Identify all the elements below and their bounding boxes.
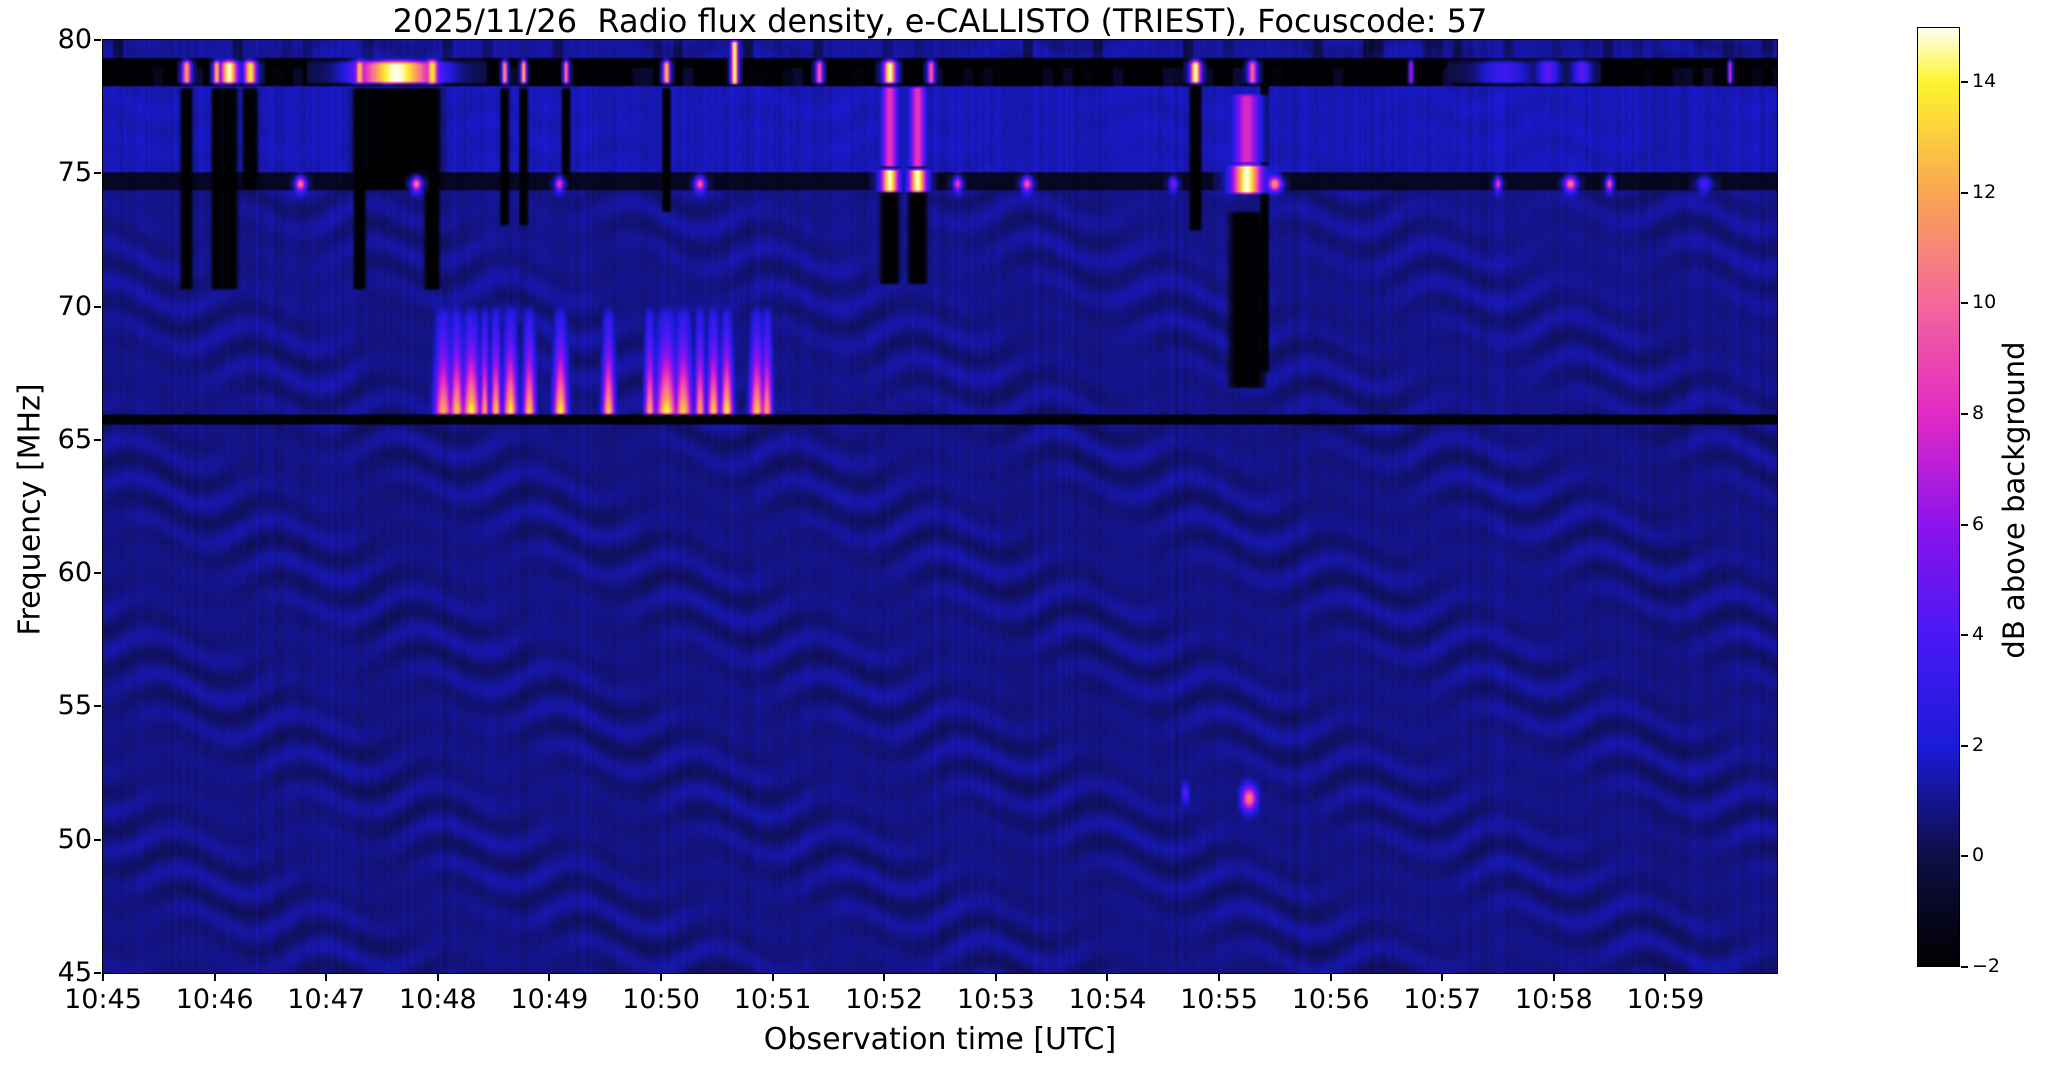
x-tick-label: 10:49 bbox=[510, 984, 589, 1015]
x-tick-label: 10:50 bbox=[622, 984, 700, 1015]
colorbar bbox=[1917, 27, 1960, 967]
x-axis-label: Observation time [UTC] bbox=[763, 1022, 1117, 1057]
colorbar-gradient bbox=[1918, 28, 1959, 966]
y-tick-label: 45 bbox=[57, 957, 92, 988]
x-tick-mark bbox=[1664, 974, 1667, 981]
colorbar-tick-label: 2 bbox=[1972, 733, 1985, 756]
colorbar-tick-label: 8 bbox=[1972, 402, 1985, 425]
y-tick-mark bbox=[94, 438, 101, 441]
x-tick-label: 10:59 bbox=[1626, 984, 1705, 1015]
x-tick-label: 10:45 bbox=[64, 984, 142, 1015]
y-tick-mark bbox=[94, 705, 101, 708]
colorbar-tick-mark bbox=[1961, 744, 1968, 747]
x-tick-mark bbox=[1106, 974, 1109, 981]
colorbar-tick-mark bbox=[1961, 191, 1968, 194]
x-tick-label: 10:53 bbox=[956, 984, 1035, 1015]
x-tick-label: 10:56 bbox=[1291, 984, 1370, 1015]
y-tick-label: 75 bbox=[57, 157, 92, 189]
x-tick-mark bbox=[883, 974, 886, 981]
x-tick-mark bbox=[994, 974, 997, 981]
x-tick-mark bbox=[660, 974, 662, 981]
x-tick-mark bbox=[1552, 974, 1555, 981]
x-tick-mark bbox=[213, 974, 216, 981]
chart-title: 2025/11/26 Radio flux density, e-CALLIST… bbox=[392, 2, 1488, 40]
colorbar-tick-mark bbox=[1961, 523, 1968, 526]
y-axis-label: Frequency [MHz] bbox=[12, 383, 48, 636]
y-tick-mark bbox=[94, 39, 101, 41]
x-tick-label: 10:57 bbox=[1403, 984, 1482, 1015]
colorbar-tick-label: 12 bbox=[1972, 180, 1997, 203]
y-tick-label: 50 bbox=[57, 823, 92, 855]
y-tick-label: 65 bbox=[57, 423, 92, 455]
x-tick-label: 10:54 bbox=[1068, 984, 1147, 1015]
colorbar-tick-mark bbox=[1961, 81, 1968, 84]
x-tick-mark bbox=[325, 974, 328, 981]
x-tick-label: 10:52 bbox=[845, 984, 924, 1015]
x-tick-mark bbox=[102, 974, 104, 981]
x-tick-label: 10:55 bbox=[1180, 984, 1258, 1015]
y-tick-label: 80 bbox=[57, 24, 92, 55]
y-tick-label: 70 bbox=[57, 290, 92, 322]
x-tick-label: 10:46 bbox=[175, 984, 254, 1015]
y-tick-mark bbox=[94, 572, 101, 575]
colorbar-tick-label: −2 bbox=[1972, 955, 2001, 977]
colorbar-tick-label: 10 bbox=[1972, 291, 1997, 314]
x-tick-label: 10:48 bbox=[398, 984, 477, 1015]
x-tick-label: 10:58 bbox=[1514, 984, 1593, 1015]
y-tick-mark bbox=[94, 838, 101, 841]
colorbar-tick-label: 6 bbox=[1972, 512, 1985, 535]
x-tick-mark bbox=[1329, 974, 1332, 981]
colorbar-tick-mark bbox=[1961, 413, 1968, 416]
colorbar-tick-mark bbox=[1961, 855, 1968, 858]
colorbar-tick-mark bbox=[1961, 634, 1968, 637]
x-tick-mark bbox=[436, 974, 439, 981]
spectrogram-heatmap bbox=[103, 40, 1777, 973]
x-tick-mark bbox=[771, 974, 774, 981]
x-tick-label: 10:51 bbox=[733, 984, 812, 1015]
x-tick-label: 10:47 bbox=[287, 984, 366, 1015]
y-tick-label: 60 bbox=[57, 557, 92, 589]
x-tick-mark bbox=[548, 974, 551, 981]
colorbar-tick-label: 4 bbox=[1972, 623, 1985, 646]
x-tick-mark bbox=[1441, 974, 1444, 981]
y-tick-label: 55 bbox=[57, 690, 92, 722]
colorbar-tick-label: 14 bbox=[1972, 70, 1997, 93]
x-tick-mark bbox=[1218, 974, 1220, 981]
y-tick-mark bbox=[94, 305, 101, 308]
colorbar-tick-mark bbox=[1961, 966, 1968, 968]
colorbar-tick-label: 0 bbox=[1972, 844, 1985, 867]
y-tick-mark bbox=[94, 972, 101, 974]
y-tick-mark bbox=[94, 172, 101, 175]
colorbar-tick-mark bbox=[1961, 302, 1968, 305]
